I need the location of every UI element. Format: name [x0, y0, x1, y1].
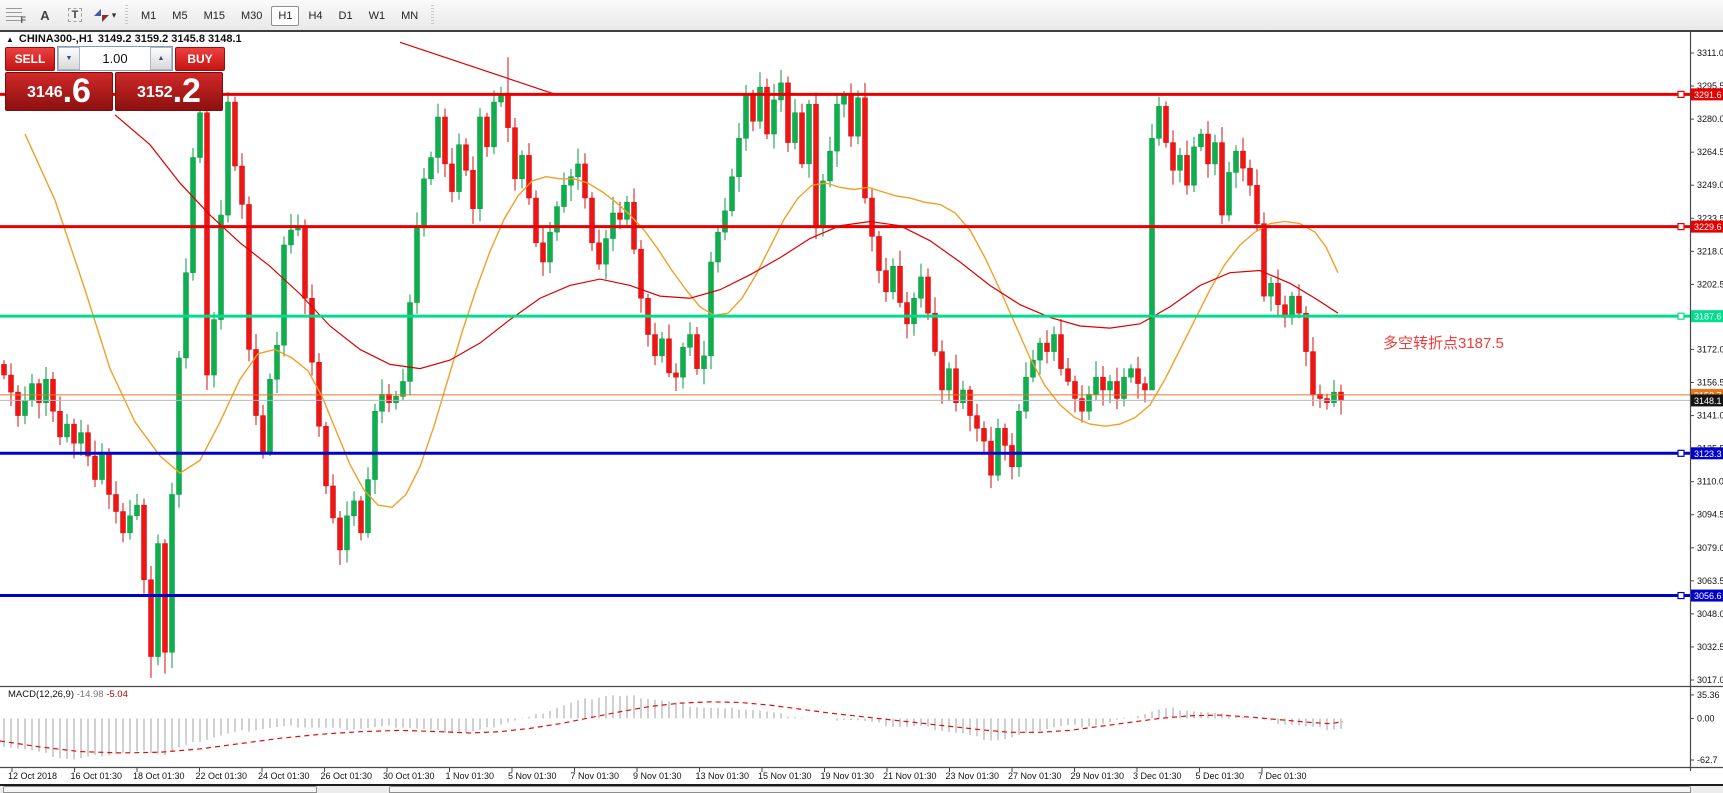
svg-text:3048.0: 3048.0 [1697, 609, 1723, 619]
timeframe-M5-button[interactable]: M5 [172, 10, 188, 22]
candles-layer [1, 41, 1344, 678]
svg-text:19 Nov 01:30: 19 Nov 01:30 [821, 771, 875, 781]
timeframe-M30-button[interactable]: M30 [240, 10, 263, 22]
svg-text:3156.5: 3156.5 [1697, 378, 1723, 388]
svg-text:3063.5: 3063.5 [1697, 576, 1723, 586]
symbol-name: CHINA300-,H1 [18, 33, 93, 45]
timeframe-M1-button[interactable]: M1 [141, 10, 157, 22]
timeframe-H1-button[interactable]: H1 [271, 6, 300, 26]
svg-text:16 Oct 01:30: 16 Oct 01:30 [71, 771, 123, 781]
bottom-tab-left[interactable] [3, 786, 317, 793]
ask-price[interactable]: 3152.2 [115, 72, 223, 111]
svg-text:12 Oct 2018: 12 Oct 2018 [8, 771, 57, 781]
svg-text:3017.0: 3017.0 [1697, 675, 1723, 685]
trade-panel: SELL ▼ 1.00 ▲ BUY 3146.6 3152.2 [5, 46, 225, 112]
svg-text:3056.6: 3056.6 [1694, 591, 1722, 601]
annotation-text: 多空转折点3187.5 [1383, 335, 1504, 352]
svg-text:3264.5: 3264.5 [1697, 147, 1723, 157]
text-label-icon[interactable]: A [40, 7, 50, 23]
svg-text:24 Oct 01:30: 24 Oct 01:30 [258, 771, 310, 781]
svg-text:9 Nov 01:30: 9 Nov 01:30 [633, 771, 682, 781]
macd-layer [0, 695, 1344, 760]
chart-title: ▲ CHINA300-,H1 3149.2 3159.2 3145.8 3148… [6, 33, 242, 45]
bottom-strip [0, 786, 1723, 793]
svg-text:3110.0: 3110.0 [1697, 477, 1723, 487]
chevron-down-icon[interactable]: ▾ [111, 9, 117, 20]
svg-text:3249.0: 3249.0 [1697, 180, 1723, 190]
time-axis: 12 Oct 2018 16 Oct 01:30 18 Oct 01:30 22 Oc… [8, 768, 1307, 781]
volume-stepper: ▼ 1.00 ▲ [57, 46, 173, 71]
timeframe-M15-button[interactable]: M15 [203, 10, 225, 22]
bottom-tab-right[interactable] [389, 786, 1691, 793]
volume-input[interactable]: 1.00 [102, 51, 128, 66]
svg-text:3233.5: 3233.5 [1697, 213, 1723, 223]
svg-text:18 Oct 01:30: 18 Oct 01:30 [133, 771, 185, 781]
svg-text:3079.0: 3079.0 [1697, 543, 1723, 553]
svg-text:3 Dec 01:30: 3 Dec 01:30 [1133, 771, 1182, 781]
arrows-icon[interactable]: ▾ [92, 4, 118, 26]
macd-indicator-label: MACD(12,26,9) -14.98 -5.04 [8, 689, 128, 700]
timeframe-D1-button[interactable]: D1 [338, 10, 353, 22]
svg-text:3032.5: 3032.5 [1697, 642, 1723, 652]
svg-text:3141.0: 3141.0 [1697, 411, 1723, 421]
svg-text:15 Nov 01:30: 15 Nov 01:30 [758, 771, 812, 781]
svg-text:26 Oct 01:30: 26 Oct 01:30 [321, 771, 373, 781]
svg-text:3202.5: 3202.5 [1697, 279, 1723, 289]
svg-text:5 Dec 01:30: 5 Dec 01:30 [1196, 771, 1245, 781]
toolbar: F A T ▾ M1 M5 M15 M30 H1 H4 D1 W1 MN [0, 0, 1723, 30]
ohlc-values: 3149.2 3159.2 3145.8 3148.1 [97, 33, 242, 45]
svg-text:3295.5: 3295.5 [1697, 81, 1723, 91]
svg-text:7 Dec 01:30: 7 Dec 01:30 [1258, 771, 1307, 781]
horizontal-lines-layer [0, 90, 1690, 600]
timeframe-MN-button[interactable]: MN [401, 10, 419, 22]
svg-text:23 Nov 01:30: 23 Nov 01:30 [946, 771, 1000, 781]
svg-text:3123.3: 3123.3 [1694, 449, 1722, 459]
svg-text:-62.7: -62.7 [1697, 755, 1718, 765]
fibonacci-icon[interactable]: F [2, 4, 28, 26]
textbox-icon[interactable]: T [62, 4, 88, 26]
svg-text:1 Nov 01:30: 1 Nov 01:30 [446, 771, 495, 781]
svg-text:27 Nov 01:30: 27 Nov 01:30 [1008, 771, 1062, 781]
svg-text:22 Oct 01:30: 22 Oct 01:30 [196, 771, 248, 781]
buy-button[interactable]: BUY [175, 47, 225, 71]
bid-price[interactable]: 3146.6 [5, 72, 113, 111]
toolbar-grip-2 [429, 5, 437, 25]
svg-text:3094.5: 3094.5 [1697, 510, 1723, 520]
timeframe-H4-button[interactable]: H4 [308, 10, 323, 22]
svg-text:3229.6: 3229.6 [1694, 222, 1722, 232]
svg-text:3187.6: 3187.6 [1694, 312, 1722, 322]
svg-text:3148.1: 3148.1 [1694, 396, 1722, 406]
svg-text:30 Oct 01:30: 30 Oct 01:30 [383, 771, 435, 781]
svg-text:3280.0: 3280.0 [1697, 114, 1723, 124]
svg-text:13 Nov 01:30: 13 Nov 01:30 [696, 771, 750, 781]
sell-button[interactable]: SELL [5, 47, 55, 71]
pane-borders [0, 31, 1723, 771]
timeframe-band: M1 M5 M15 M30 H1 H4 D1 W1 MN [133, 6, 426, 26]
svg-text:3311.0: 3311.0 [1697, 48, 1723, 58]
svg-text:3291.6: 3291.6 [1694, 90, 1722, 100]
volume-decrease-button[interactable]: ▼ [58, 47, 80, 70]
price-chips: 3291.63229.63187.63150.73148.13123.33056… [1691, 88, 1723, 602]
window-bottom-border [0, 784, 1723, 786]
svg-text:7 Nov 01:30: 7 Nov 01:30 [571, 771, 620, 781]
price-axis: 3311.0 3295.5 3280.0 3264.5 3249.0 3233.5 3218… [1690, 48, 1723, 765]
window-divider [0, 30, 1723, 32]
svg-text:35.36: 35.36 [1697, 690, 1720, 700]
svg-text:29 Nov 01:30: 29 Nov 01:30 [1071, 771, 1125, 781]
svg-text:21 Nov 01:30: 21 Nov 01:30 [883, 771, 937, 781]
volume-increase-button[interactable]: ▲ [150, 47, 172, 70]
svg-text:3218.0: 3218.0 [1697, 246, 1723, 256]
timeframe-W1-button[interactable]: W1 [368, 10, 386, 22]
toolbar-grip [123, 5, 130, 25]
svg-text:5 Nov 01:30: 5 Nov 01:30 [508, 771, 557, 781]
svg-text:0.00: 0.00 [1697, 713, 1715, 723]
svg-text:3172.0: 3172.0 [1697, 344, 1723, 354]
collapse-arrow-icon[interactable]: ▲ [6, 34, 14, 44]
